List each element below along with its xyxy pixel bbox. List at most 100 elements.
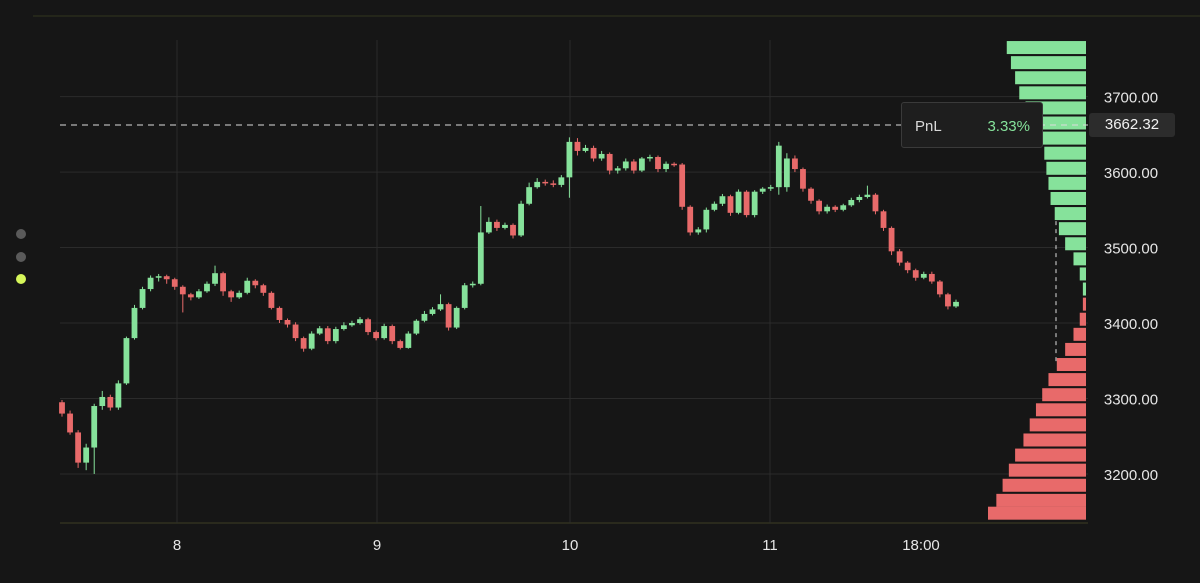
y-tick-label: 3500.00 <box>1104 241 1158 258</box>
candle-body <box>864 194 871 197</box>
profile-bar <box>1002 478 1086 492</box>
candle-body <box>405 333 412 348</box>
candle-body <box>284 319 291 325</box>
x-tick-label: 9 <box>373 537 381 554</box>
candle-body <box>703 209 710 230</box>
candle-body <box>936 281 943 295</box>
candle-body <box>171 279 178 287</box>
candle-body <box>542 181 549 184</box>
candle-body <box>824 206 831 212</box>
profile-bar <box>1082 282 1086 296</box>
profile-bar <box>1023 433 1086 447</box>
candle-body <box>453 307 460 328</box>
candle-body <box>775 145 782 188</box>
candle-body <box>373 332 380 339</box>
candle-body <box>590 147 597 159</box>
candle-body <box>848 199 855 206</box>
candle-body <box>928 273 935 282</box>
candle-body <box>840 205 847 210</box>
candle-body <box>638 158 645 171</box>
candle-body <box>880 211 887 228</box>
profile-bar <box>1010 56 1086 70</box>
profile-bar <box>1006 41 1086 55</box>
y-axis: 3200.00 3300.00 3400.00 3500.00 3600.00 3700.… <box>1104 90 1158 484</box>
candle-body <box>123 338 130 384</box>
candle-body <box>550 183 557 185</box>
candle-body <box>598 153 605 159</box>
candle-body <box>920 273 927 278</box>
profile-bar <box>1073 252 1086 266</box>
profile-bar <box>1079 312 1086 326</box>
candle-body <box>727 196 734 213</box>
pnl-tooltip: PnL 3.33% <box>901 102 1043 148</box>
grid-lines <box>60 40 1088 523</box>
candle-body <box>735 191 742 213</box>
candle-body <box>397 341 404 348</box>
profile-bar <box>1046 161 1086 175</box>
candle-body <box>228 291 235 298</box>
x-tick-label: 8 <box>173 537 181 554</box>
candle-body <box>187 294 194 298</box>
side-dot-3-active[interactable] <box>16 274 26 284</box>
candle-body <box>856 196 863 200</box>
candle-body <box>800 169 806 189</box>
candle-body <box>502 224 508 228</box>
candle-body <box>316 328 323 334</box>
candle-body <box>59 402 65 414</box>
candle-body <box>647 156 653 159</box>
candle-body <box>896 251 903 263</box>
candle-body <box>196 291 202 298</box>
candle-body <box>655 156 661 170</box>
profile-bar <box>996 493 1086 507</box>
profile-bar <box>1079 267 1086 281</box>
candle-body <box>832 206 839 210</box>
y-tick-label: 3300.00 <box>1104 391 1158 408</box>
x-tick-label: 11 <box>762 537 778 554</box>
candle-body <box>67 413 73 433</box>
candle-body <box>155 276 162 278</box>
candle-body <box>349 323 355 326</box>
candle-body <box>99 396 106 407</box>
profile-bar <box>1050 191 1086 205</box>
current-price-tag: 3662.32 <box>1089 113 1175 137</box>
candle-body <box>816 200 822 212</box>
candle-body <box>107 396 114 408</box>
profile-bar <box>1073 327 1086 341</box>
side-dot-1[interactable] <box>16 229 26 239</box>
candle-body <box>445 304 452 328</box>
candle-body <box>719 196 726 204</box>
pnl-value: 3.33% <box>987 118 1030 135</box>
candle-body <box>687 206 694 233</box>
candle-body <box>236 292 243 298</box>
profile-bar <box>1058 222 1086 236</box>
candle-body <box>485 221 492 233</box>
candle-body <box>743 191 750 216</box>
candle-body <box>115 383 122 408</box>
candle-body <box>518 203 524 236</box>
candle-body <box>783 158 790 188</box>
candle-body <box>606 153 613 171</box>
candle-body <box>630 161 637 171</box>
profile-bar <box>1044 146 1086 160</box>
candle-body <box>759 188 766 192</box>
candle-body <box>477 232 484 284</box>
x-tick-label: 18:00 <box>902 537 940 554</box>
y-tick-label: 3700.00 <box>1104 90 1158 107</box>
x-axis: 8 9 10 11 18:00 <box>173 537 940 554</box>
candle-body <box>574 141 581 151</box>
candle-body <box>711 203 718 210</box>
candle-body <box>792 158 798 170</box>
side-dot-2[interactable] <box>16 252 26 262</box>
profile-bar <box>1056 358 1086 372</box>
candle-body <box>663 163 669 170</box>
candle-body <box>163 276 170 280</box>
profile-bar <box>1048 373 1086 387</box>
profile-bar <box>1015 71 1086 85</box>
candle-body <box>679 164 686 207</box>
candle-body <box>526 187 533 204</box>
candle-body <box>276 307 283 320</box>
candle-body <box>365 319 371 333</box>
candle-body <box>147 277 154 290</box>
candle-body <box>252 280 259 286</box>
